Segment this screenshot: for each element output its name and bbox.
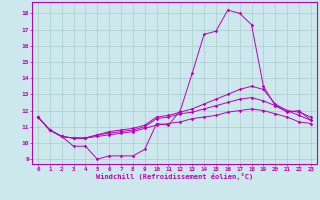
X-axis label: Windchill (Refroidissement éolien,°C): Windchill (Refroidissement éolien,°C) bbox=[96, 173, 253, 180]
